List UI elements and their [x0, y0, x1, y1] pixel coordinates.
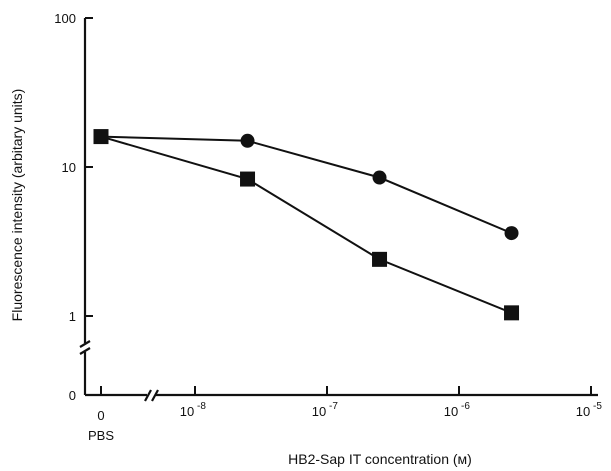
x-axis-break	[144, 389, 159, 402]
x-tick-exponent: -7	[329, 401, 338, 412]
y-axis-title: Fluorescence intensity (arbitary units)	[9, 89, 25, 322]
y-tick-label: 0	[69, 388, 76, 403]
y-tick-label: 10	[62, 160, 76, 175]
series-square-line	[100, 135, 512, 314]
y-tick-label: 100	[54, 11, 76, 26]
data-point-circle	[372, 170, 387, 185]
data-point-square	[372, 251, 388, 267]
x-tick-label: 10	[312, 404, 326, 419]
y-tick-label: 1	[69, 309, 76, 324]
x-tick-exponent: -6	[461, 401, 470, 412]
x-tick-exponent: -5	[593, 401, 602, 412]
x-tick-exponent: -8	[197, 401, 206, 412]
x-tick-label: 10	[576, 404, 590, 419]
series-circle-line	[100, 135, 512, 235]
x-tick-sublabel: PBS	[88, 428, 114, 443]
x-tick-label: 10	[444, 404, 458, 419]
data-point-circle	[504, 226, 519, 241]
series-layer	[93, 129, 520, 321]
x-tick-label: 10	[180, 404, 194, 419]
x-axis-title: HB2-Sap IT concentration (м)	[288, 451, 472, 467]
ticks	[85, 17, 592, 396]
axes	[79, 18, 598, 402]
data-point-square	[93, 129, 109, 145]
data-point-square	[240, 171, 256, 187]
x-tick-label: 0	[97, 408, 104, 423]
data-point-square	[504, 305, 520, 321]
y-axis-break	[79, 340, 91, 355]
data-point-circle	[240, 133, 255, 148]
